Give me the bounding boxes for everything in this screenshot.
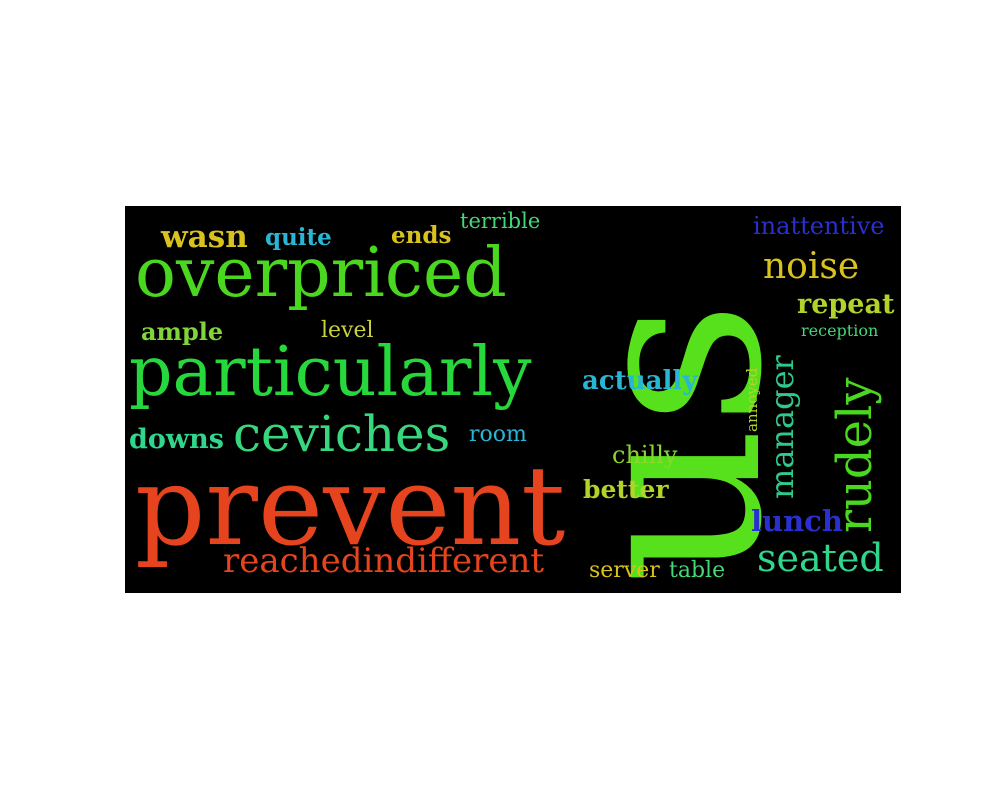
word-level: level	[321, 318, 374, 343]
word-particularly: particularly	[129, 333, 532, 412]
word-wasn: wasn	[161, 219, 248, 255]
word-repeat: repeat	[797, 289, 895, 320]
word-reachedindifferent: reachedindifferent	[223, 541, 545, 581]
word-room: room	[469, 422, 527, 447]
word-ceviches: ceviches	[233, 405, 451, 463]
word-downs: downs	[129, 424, 224, 455]
word-server: server	[589, 558, 660, 583]
word-inattentive: inattentive	[753, 212, 885, 240]
word-lunch: lunch	[751, 504, 843, 538]
word-terrible: terrible	[460, 209, 541, 233]
word-ample: ample	[141, 317, 224, 346]
word-annoyed: annoyed	[743, 367, 761, 432]
word-actually: actually	[582, 366, 698, 396]
word-better: better	[583, 475, 669, 504]
word-manager: manager	[763, 355, 801, 499]
word-cloud: wasn quite ends terrible overpriced ampl…	[125, 206, 901, 593]
word-table: table	[669, 558, 726, 583]
word-seated: seated	[757, 536, 884, 580]
word-quite: quite	[265, 224, 332, 251]
word-reception: reception	[801, 321, 879, 340]
word-chilly: chilly	[612, 441, 678, 469]
word-overpriced: overpriced	[135, 234, 507, 313]
word-prevent: prevent	[135, 442, 566, 570]
word-noise: noise	[763, 246, 860, 287]
word-ends: ends	[391, 222, 452, 249]
